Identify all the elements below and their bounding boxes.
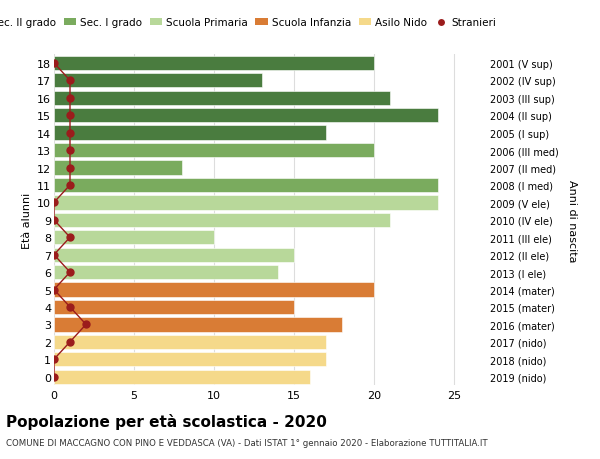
Bar — [54, 74, 262, 88]
Bar — [54, 265, 278, 280]
Bar — [54, 230, 214, 245]
Y-axis label: Età alunni: Età alunni — [22, 192, 32, 248]
Text: Popolazione per età scolastica - 2020: Popolazione per età scolastica - 2020 — [6, 413, 327, 429]
Legend: Sec. II grado, Sec. I grado, Scuola Primaria, Scuola Infanzia, Asilo Nido, Stran: Sec. II grado, Sec. I grado, Scuola Prim… — [0, 14, 500, 32]
Bar — [54, 179, 438, 193]
Text: COMUNE DI MACCAGNO CON PINO E VEDDASCA (VA) - Dati ISTAT 1° gennaio 2020 - Elabo: COMUNE DI MACCAGNO CON PINO E VEDDASCA (… — [6, 438, 488, 448]
Bar — [54, 318, 342, 332]
Bar — [54, 161, 182, 175]
Bar — [54, 56, 374, 71]
Bar — [54, 109, 438, 123]
Bar — [54, 213, 390, 228]
Bar — [54, 126, 326, 140]
Y-axis label: Anni di nascita: Anni di nascita — [567, 179, 577, 262]
Bar — [54, 370, 310, 384]
Bar — [54, 196, 438, 210]
Bar — [54, 283, 374, 297]
Bar — [54, 91, 390, 106]
Bar — [54, 144, 374, 158]
Bar — [54, 248, 294, 262]
Bar — [54, 300, 294, 314]
Bar — [54, 335, 326, 349]
Bar — [54, 353, 326, 367]
